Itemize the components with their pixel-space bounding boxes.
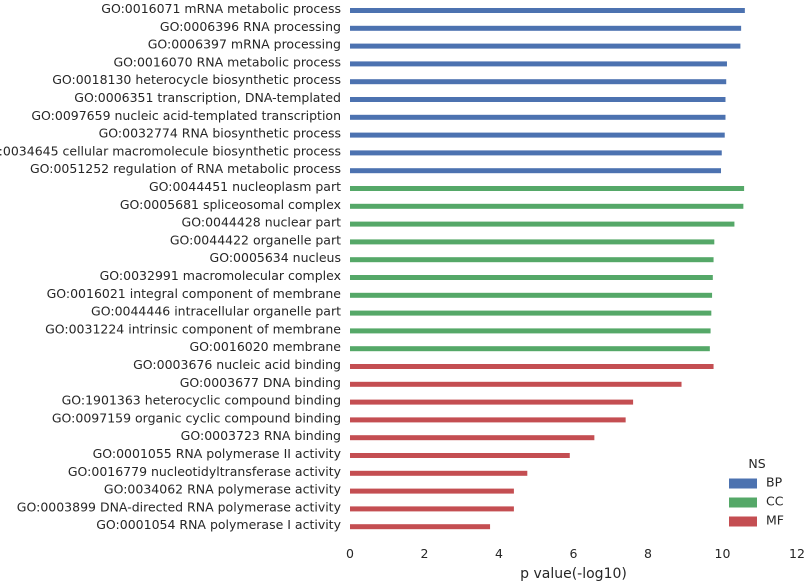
bar-go-0006397-mrna-processing: [350, 43, 741, 49]
bar-go-0006351-transcription-dna-templated: [350, 97, 726, 102]
category-label: GO:0016020 membrane: [189, 339, 341, 354]
category-label: GO:0016021 integral component of membran…: [47, 286, 342, 301]
legend-label-mf: MF: [766, 513, 784, 528]
bar-go-0044428-nuclear-part: [350, 221, 735, 227]
x-tick-label: 10: [715, 546, 731, 561]
bar-go-0031224-intrinsic-component-of-membrane: [350, 328, 711, 334]
category-label: GO:0003677 DNA binding: [180, 375, 341, 390]
bar-go-0003723-rna-binding: [350, 435, 595, 441]
category-labels: GO:0016071 mRNA metabolic process GO:0006…: [0, 1, 342, 532]
bar-go-0044446-intracellular-organelle-part: [350, 310, 712, 316]
bar-go-0016020-membrane: [350, 346, 710, 352]
category-label: GO:0018130 heterocycle biosynthetic proc…: [52, 72, 341, 87]
legend-swatch-cc: [729, 497, 757, 508]
x-axis-ticks: 0 2 4 6 8 10 12: [346, 546, 805, 561]
x-tick-label: 6: [570, 546, 578, 561]
legend-label-bp: BP: [766, 475, 783, 490]
category-label: GO:0016779 nucleotidyltransferase activi…: [68, 464, 342, 479]
bar-go-0005634-nucleus: [350, 257, 714, 263]
category-label: GO:0003899 DNA-directed RNA polymerase a…: [17, 499, 342, 514]
bar-go-0097659-nucleic-acid-templated-transcription: [350, 114, 726, 120]
category-label: GO:0001054 RNA polymerase I activity: [96, 517, 341, 532]
category-label: GO:0097659 nucleic acid-templated transc…: [31, 108, 341, 123]
legend-swatch-mf: [729, 516, 757, 527]
category-label: GO:0005681 spliceosomal complex: [120, 197, 341, 212]
bar-go-0044451-nucleoplasm-part: [350, 186, 745, 191]
bar-go-0016071-mrna-metabolic-process: [350, 8, 745, 13]
bar-go-0032774-rna-biosynthetic-process: [350, 132, 725, 138]
category-label: GO:0044428 nuclear part: [182, 215, 342, 230]
category-label: GO:0006396 RNA processing: [160, 19, 341, 34]
bar-go-0006396-rna-processing: [350, 25, 742, 31]
category-label: GO:0034645 cellular macromolecule biosyn…: [0, 143, 341, 158]
bar-go-0001054-rna-polymerase-i-activity: [350, 524, 491, 530]
category-label: GO:0034062 RNA polymerase activity: [104, 482, 342, 497]
category-label: GO:0006351 transcription, DNA-templated: [74, 90, 341, 105]
bar-go-0044422-organelle-part: [350, 239, 715, 245]
x-tick-label: 8: [644, 546, 652, 561]
x-tick-label: 0: [346, 546, 354, 561]
category-label: GO:0097159 organic cyclic compound bindi…: [52, 410, 341, 425]
bar-go-0097159-organic-cyclic-compound-binding: [350, 417, 626, 423]
category-label: GO:0016071 mRNA metabolic process: [101, 1, 341, 16]
bar-go-0005681-spliceosomal-complex: [350, 203, 744, 209]
legend-label-cc: CC: [766, 494, 784, 509]
bar-go-0034645-cellular-macromolecule-biosynthetic-process: [350, 150, 722, 156]
bar-go-0016021-integral-component-of-membrane: [350, 292, 713, 298]
legend-swatch-bp: [729, 478, 757, 489]
bar-go-0003677-dna-binding: [350, 381, 682, 387]
category-label: GO:0032991 macromolecular complex: [100, 268, 341, 283]
x-tick-label: 12: [789, 546, 805, 561]
bar-go-1901363-heterocyclic-compound-binding: [350, 399, 634, 405]
x-axis-title: p value(-log10): [520, 566, 627, 582]
bar-go-0016070-rna-metabolic-process: [350, 61, 727, 67]
category-label: GO:0031224 intrinsic component of membra…: [45, 321, 341, 336]
category-label: GO:0051252 regulation of RNA metabolic p…: [30, 161, 341, 176]
x-tick-label: 4: [495, 546, 503, 561]
bar-go-0051252-regulation-of-rna-metabolic-process: [350, 168, 722, 174]
bars-layer: [350, 8, 745, 530]
category-label: GO:0032774 RNA biosynthetic process: [99, 126, 341, 141]
legend-title: NS: [748, 456, 765, 471]
category-label: GO:0001055 RNA polymerase II activity: [93, 446, 342, 461]
category-label: GO:1901363 heterocyclic compound binding: [62, 393, 341, 408]
category-label: GO:0006397 mRNA processing: [148, 37, 341, 52]
category-label: GO:0003723 RNA binding: [181, 428, 341, 443]
bar-go-0018130-heterocycle-biosynthetic-process: [350, 79, 727, 85]
x-tick-label: 2: [421, 546, 429, 561]
bar-go-0003899-dna-directed-rna-polymerase-activity: [350, 506, 514, 512]
category-label: GO:0044451 nucleoplasm part: [149, 179, 341, 194]
bar-go-0034062-rna-polymerase-activity: [350, 488, 514, 494]
bar-go-0001055-rna-polymerase-ii-activity: [350, 453, 570, 458]
category-label: GO:0044422 organelle part: [170, 232, 341, 247]
bar-go-0032991-macromolecular-complex: [350, 275, 713, 280]
bar-go-0016779-nucleotidyltransferase-activity: [350, 470, 528, 476]
legend: NS BP CC MF: [729, 456, 784, 528]
category-label: GO:0003676 nucleic acid binding: [133, 357, 341, 372]
category-label: GO:0044446 intracellular organelle part: [91, 304, 341, 319]
category-label: GO:0005634 nucleus: [210, 250, 341, 265]
bar-go-0003676-nucleic-acid-binding: [350, 364, 714, 369]
category-label: GO:0016070 RNA metabolic process: [113, 54, 341, 69]
